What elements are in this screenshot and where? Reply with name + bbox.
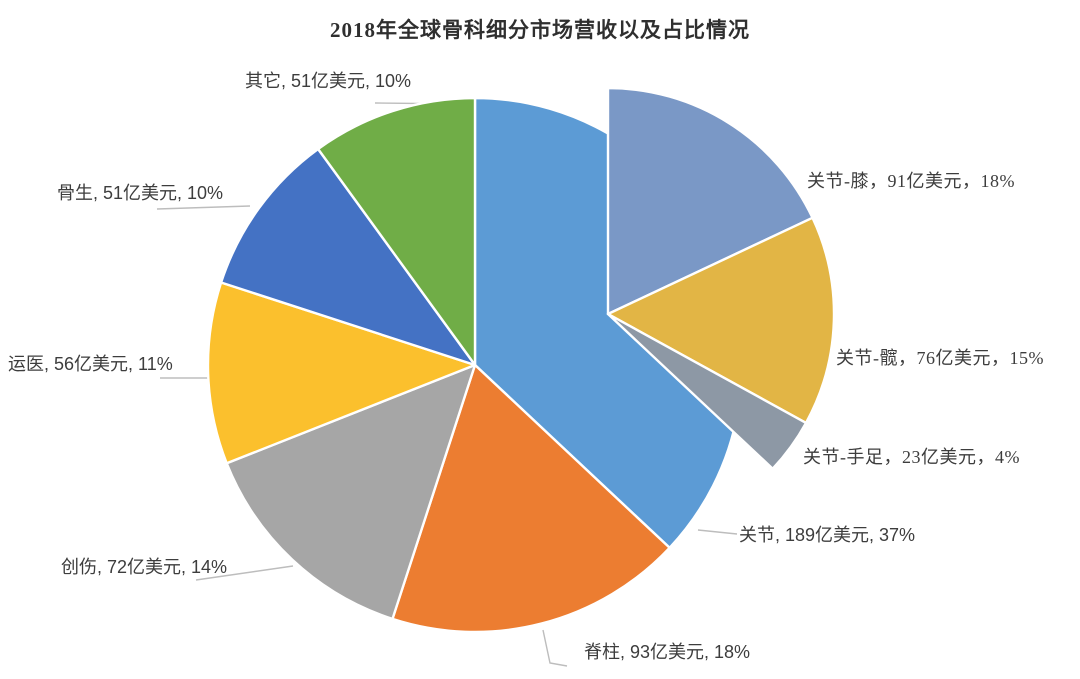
pie-slice-chuangshang xyxy=(225,363,477,621)
leader-line-jizhu xyxy=(542,629,568,667)
label-jizhu: 脊柱, 93亿美元, 18% xyxy=(584,642,751,662)
breakdown-slice-xi xyxy=(606,86,814,316)
label-gusheng: 骨生, 51亿美元, 10% xyxy=(57,183,224,203)
pie-slice-qita xyxy=(316,96,477,367)
label-guanjie-shouzu: 关节-手足，23亿美元，4% xyxy=(803,447,1020,467)
label-guanjie-xi: 关节-膝，91亿美元，18% xyxy=(807,171,1015,191)
joint-breakdown-pie-group xyxy=(606,86,836,470)
label-guanjie: 关节, 189亿美元, 37% xyxy=(739,525,916,545)
label-qita: 其它, 51亿美元, 10% xyxy=(245,71,412,91)
label-guanjie-kuan: 关节-髋，76亿美元，15% xyxy=(836,348,1044,368)
breakdown-slice-kuan xyxy=(606,216,836,425)
pie-slice-gusheng xyxy=(219,147,477,367)
pie-slice-yunyi xyxy=(206,281,477,465)
leader-line-guanjie xyxy=(697,529,738,535)
breakdown-slice-shouzu xyxy=(606,312,808,470)
leader-line-gusheng xyxy=(156,205,251,210)
pie-slice-jizhu xyxy=(391,363,671,634)
label-chuangshang: 创伤, 72亿美元, 14% xyxy=(61,557,228,577)
leader-line-chuangshang xyxy=(195,565,294,581)
label-yunyi: 运医, 56亿美元, 11% xyxy=(8,354,173,374)
chart-title: 2018年全球骨科细分市场营收以及占比情况 xyxy=(330,18,750,42)
